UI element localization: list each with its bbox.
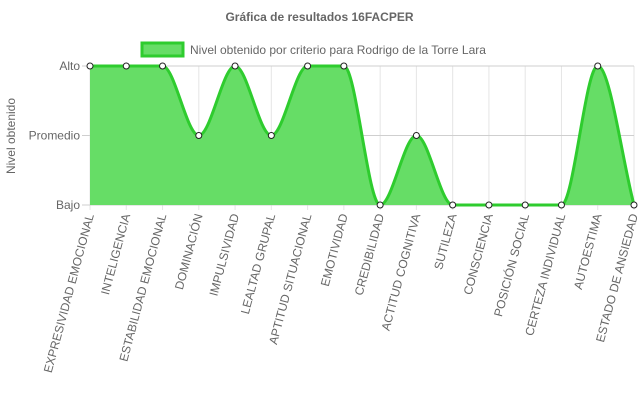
data-point[interactable]: [630, 201, 638, 209]
data-point[interactable]: [231, 62, 239, 70]
x-tick-label: INTELIGENCIA: [98, 212, 133, 296]
x-tick-label: EMOTIVIDAD: [318, 212, 351, 288]
x-tick-label: POSICIÓN SOCIAL: [490, 212, 532, 319]
legend[interactable]: Nivel obtenido por criterio para Rodrigo…: [140, 41, 486, 58]
x-axis: EXPRESIVIDAD EMOCIONAL INTELIGENCIAESTABI…: [41, 212, 639, 375]
data-point[interactable]: [594, 62, 602, 70]
data-point[interactable]: [521, 201, 529, 209]
x-tick-label: CONSCIENCIA: [461, 212, 496, 296]
data-point[interactable]: [557, 201, 565, 209]
legend-swatch: [140, 41, 185, 58]
series: [86, 62, 638, 209]
y-tick-label: Alto: [59, 59, 80, 73]
data-point[interactable]: [267, 132, 275, 139]
y-tick-label: Bajo: [56, 198, 80, 212]
data-point[interactable]: [195, 132, 203, 139]
x-tick-label: CREDIBILIDAD: [352, 212, 387, 297]
data-point[interactable]: [122, 62, 130, 70]
data-point[interactable]: [340, 62, 348, 70]
data-point[interactable]: [412, 132, 420, 139]
x-tick-label: EXPRESIVIDAD EMOCIONAL: [41, 212, 97, 374]
x-tick-label: ACTITUD COGNITIVA: [379, 212, 424, 332]
x-tick-label: DOMINACIÓN: [171, 212, 206, 291]
data-point[interactable]: [485, 201, 493, 209]
data-point[interactable]: [376, 201, 384, 209]
y-axis-title: Nivel obtenido: [4, 98, 18, 174]
data-point[interactable]: [159, 62, 167, 70]
x-tick-label: IMPULSIVIDAD: [207, 212, 243, 298]
x-tick-label: CERTEZA INDIVIDUAL: [522, 212, 568, 337]
x-tick-label: AUTOESTIMA: [571, 212, 605, 291]
y-tick-label: Promedio: [29, 129, 81, 143]
legend-label: Nivel obtenido por criterio para Rodrigo…: [190, 43, 486, 57]
x-tick-label: SUTILEZA: [431, 212, 459, 271]
data-point[interactable]: [86, 62, 94, 70]
data-point[interactable]: [304, 62, 312, 70]
data-point[interactable]: [449, 201, 457, 209]
y-axis: Bajo Promedio Alto: [29, 59, 81, 212]
x-tick-label: LEALTAD GRUPAL: [238, 212, 278, 316]
chart-title: Gráfica de resultados 16FACPER: [225, 10, 413, 24]
